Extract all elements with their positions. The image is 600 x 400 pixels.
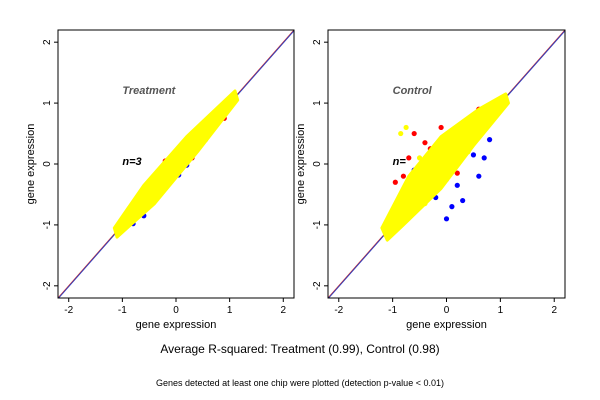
x-axis-label: gene expression bbox=[406, 319, 487, 331]
dense-cloud bbox=[112, 89, 240, 239]
data-point bbox=[403, 124, 409, 131]
dense-cloud bbox=[380, 92, 510, 242]
y-tick-label: -2 bbox=[312, 281, 323, 290]
x-tick-label: 1 bbox=[227, 305, 233, 316]
data-point bbox=[460, 197, 466, 204]
data-point bbox=[486, 137, 493, 143]
y-axis-label: gene expression bbox=[295, 124, 307, 205]
y-tick-label: -1 bbox=[312, 220, 323, 229]
x-tick-label: -1 bbox=[388, 305, 397, 316]
data-point bbox=[400, 173, 407, 179]
data-point bbox=[454, 170, 460, 176]
data-point bbox=[476, 173, 482, 179]
y-axis-label: gene expression bbox=[25, 124, 37, 205]
panel-title: Control bbox=[393, 85, 433, 97]
panel-title: Treatment bbox=[122, 85, 176, 97]
data-point bbox=[406, 155, 412, 161]
data-point bbox=[454, 182, 460, 188]
data-point bbox=[443, 216, 450, 222]
data-point bbox=[422, 140, 428, 146]
data-point bbox=[392, 179, 398, 185]
data-point bbox=[470, 152, 477, 158]
data-point bbox=[449, 204, 455, 210]
y-tick-label: 2 bbox=[312, 39, 323, 45]
y-tick-label: 0 bbox=[42, 161, 53, 167]
y-tick-label: -1 bbox=[42, 220, 53, 229]
data-point bbox=[398, 130, 404, 137]
plot-area bbox=[328, 30, 565, 298]
x-tick-label: 0 bbox=[173, 305, 179, 316]
plot-area bbox=[58, 30, 294, 298]
y-tick-label: 1 bbox=[42, 100, 53, 106]
x-tick-label: -2 bbox=[334, 305, 343, 316]
x-tick-label: -2 bbox=[64, 305, 73, 316]
y-tick-label: 1 bbox=[312, 100, 323, 106]
caption-note: Genes detected at least one chip were pl… bbox=[156, 378, 444, 388]
panel-control: -2 -1 0 1 2 -2 -1 0 1 2 gene expression gene expres… bbox=[295, 29, 566, 331]
caption-main: Average R-squared: Treatment (0.99), Con… bbox=[160, 342, 440, 356]
data-point bbox=[438, 124, 444, 131]
data-point bbox=[411, 130, 417, 137]
sample-size-annotation: n= bbox=[393, 156, 407, 168]
x-tick-label: 2 bbox=[551, 305, 557, 316]
x-tick-label: 1 bbox=[498, 305, 504, 316]
x-tick-label: -1 bbox=[118, 305, 127, 316]
x-tick-label: 0 bbox=[444, 305, 450, 316]
sample-size-annotation: n=3 bbox=[122, 156, 141, 168]
y-tick-label: 0 bbox=[312, 161, 323, 167]
panel-treatment: -2 -1 0 1 2 -2 -1 0 1 2 gene expression gene expres… bbox=[25, 29, 295, 331]
data-point bbox=[481, 155, 487, 161]
x-tick-label: 2 bbox=[280, 305, 286, 316]
x-axis-label: gene expression bbox=[136, 319, 217, 331]
y-tick-label: 2 bbox=[42, 39, 53, 45]
y-tick-label: -2 bbox=[42, 281, 53, 290]
